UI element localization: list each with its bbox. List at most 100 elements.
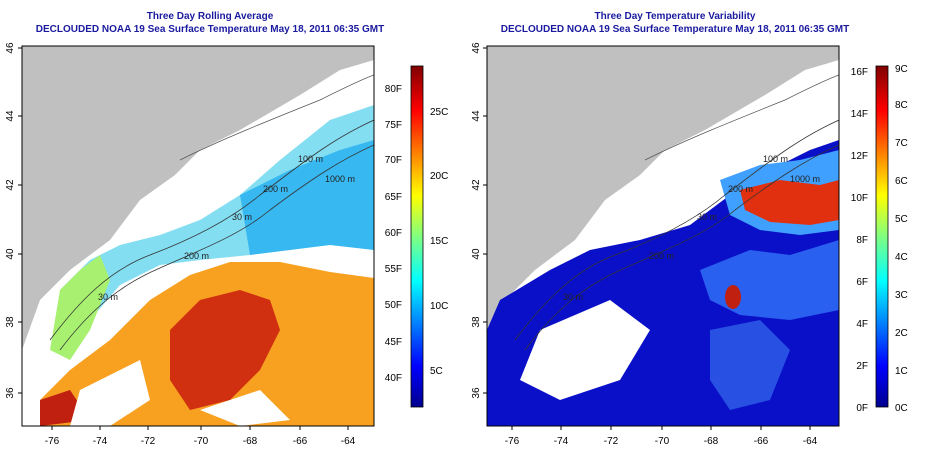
colorbar-label: 2C: [895, 328, 908, 339]
colorbar-label: 9C: [895, 64, 908, 75]
coastal-water: [50, 255, 110, 360]
contour-label: 100 m: [298, 154, 323, 164]
colorbar-label: 65F: [385, 192, 402, 203]
colorbar-f-labels: 40F 45F 50F 55F 60F 65F 70F 75F 80F: [385, 84, 402, 384]
colorbar-c-labels: 5C 10C 15C 20C 25C: [430, 107, 448, 377]
y-tick-label: 40: [5, 248, 16, 260]
map-subtitle: DECLOUDED NOAA 19 Sea Surface Temperatur…: [500, 24, 850, 35]
colorbar-label: 6F: [856, 277, 868, 288]
contour-label: 200 m: [184, 251, 209, 261]
colorbar-label: 15C: [430, 236, 448, 247]
x-axis: -76 -74 -72 -70 -68 -66 -64: [505, 426, 818, 447]
sst-average-panel: Three Day Rolling Average DECLOUDED NOAA…: [5, 11, 448, 447]
y-tick-label: 42: [5, 179, 16, 191]
colorbar-label: 10F: [851, 193, 868, 204]
colorbar-f-labels: 0F 2F 4F 6F 8F 10F 12F 14F 16F: [851, 67, 868, 414]
map-frame: [21, 45, 375, 427]
x-tick-label: -74: [93, 436, 108, 447]
y-tick-label: 42: [471, 179, 482, 191]
colorbar-label: 50F: [385, 300, 402, 311]
colorbar-label: 4C: [895, 252, 908, 263]
colorbar-label: 5C: [895, 214, 908, 225]
y-tick-label: 40: [471, 248, 482, 260]
x-tick-label: -72: [604, 436, 619, 447]
colorbar-label: 60F: [385, 228, 402, 239]
cloud-gap-2: [200, 390, 290, 426]
isobath-1000m: [524, 144, 839, 351]
colorbar: [410, 65, 424, 408]
y-tick-label: 46: [471, 42, 482, 54]
colorbar-label: 4F: [856, 319, 868, 330]
colorbar-label: 8F: [856, 235, 868, 246]
cloud-gap: [70, 360, 150, 426]
x-tick-label: -70: [194, 436, 209, 447]
contour-label: 1000 m: [325, 174, 355, 184]
isobath-100m: [179, 74, 374, 161]
colorbar-label: 40F: [385, 373, 402, 384]
x-tick-label: -68: [243, 436, 258, 447]
cloud-gap: [520, 300, 650, 400]
contour-label: 30 m: [98, 292, 118, 302]
x-tick-label: -76: [505, 436, 520, 447]
x-tick-label: -64: [803, 436, 818, 447]
y-tick-label: 38: [471, 316, 482, 328]
colorbar-label: 0C: [895, 403, 908, 414]
x-tick-label: -66: [754, 436, 769, 447]
eddy-ring: [710, 320, 790, 410]
colorbar-label: 3C: [895, 290, 908, 301]
colorbar-label: 7C: [895, 138, 908, 149]
colorbar: [875, 65, 889, 408]
x-tick-label: -68: [704, 436, 719, 447]
x-tick-label: -64: [341, 436, 356, 447]
colorbar-label: 16F: [851, 67, 868, 78]
colorbar-c-labels: 0C 1C 2C 3C 4C 5C 6C 7C 8C 9C: [895, 64, 908, 414]
x-tick-label: -72: [141, 436, 156, 447]
shelf-water: [60, 105, 374, 350]
sst-variability-panel: Three Day Temperature Variability DECLOU…: [470, 0, 945, 475]
colorbar-label: 0F: [856, 403, 868, 414]
colorbar-label: 8C: [895, 100, 908, 111]
map-area: [22, 46, 374, 426]
map-subtitle: DECLOUDED NOAA 19 Sea Surface Temperatur…: [35, 24, 385, 35]
contour-label: 30 m: [232, 212, 252, 222]
colorbar-label: 55F: [385, 264, 402, 275]
isobath-200m: [514, 119, 839, 341]
colorbar-label: 2F: [856, 361, 868, 372]
map-title: Three Day Temperature Variability: [594, 11, 756, 22]
colorbar-label: 5C: [430, 366, 443, 377]
colorbar-label: 6C: [895, 176, 908, 187]
contour-label: 100 m: [763, 154, 788, 164]
map-area: [487, 46, 839, 426]
colorbar-label: 1C: [895, 366, 908, 377]
contour-label: 200 m: [728, 184, 753, 194]
contour-label: 200 m: [263, 184, 288, 194]
colorbar-label: 45F: [385, 337, 402, 348]
colorbar-label: 75F: [385, 120, 402, 131]
x-tick-label: -70: [655, 436, 670, 447]
eddy-variability: [725, 285, 741, 309]
colorbar-label: 70F: [385, 155, 402, 166]
colorbar-label: 10C: [430, 301, 448, 312]
colorbar-label: 80F: [385, 84, 402, 95]
y-tick-label: 38: [5, 316, 16, 328]
contour-label: 1000 m: [790, 174, 820, 184]
colorbar-label: 25C: [430, 107, 448, 118]
isobath-1000m: [59, 144, 374, 351]
x-tick-label: -74: [554, 436, 569, 447]
slope-water: [240, 140, 374, 255]
sst-variability-map: 100 m 200 m 1000 m 200 m 30 m 30 m -76 -…: [471, 42, 908, 447]
y-tick-label: 44: [471, 110, 482, 122]
colorbar-label: 20C: [430, 171, 448, 182]
y-axis: 36 38 40 42 44 46: [5, 42, 22, 399]
contour-label: 30 m: [563, 292, 583, 302]
y-tick-label: 36: [471, 387, 482, 399]
x-tick-label: -76: [45, 436, 60, 447]
colorbar-label: 14F: [851, 109, 868, 120]
y-tick-label: 44: [5, 110, 16, 122]
high-variability: [740, 180, 839, 225]
y-axis: 36 38 40 42 44 46: [471, 42, 487, 399]
sst-average-map: 100 m 200 m 1000 m 200 m 30 m 30 m -76 -…: [5, 42, 448, 447]
gulf-stream-core: [170, 290, 280, 410]
colorbar-label: 12F: [851, 151, 868, 162]
contour-label: 200 m: [649, 251, 674, 261]
